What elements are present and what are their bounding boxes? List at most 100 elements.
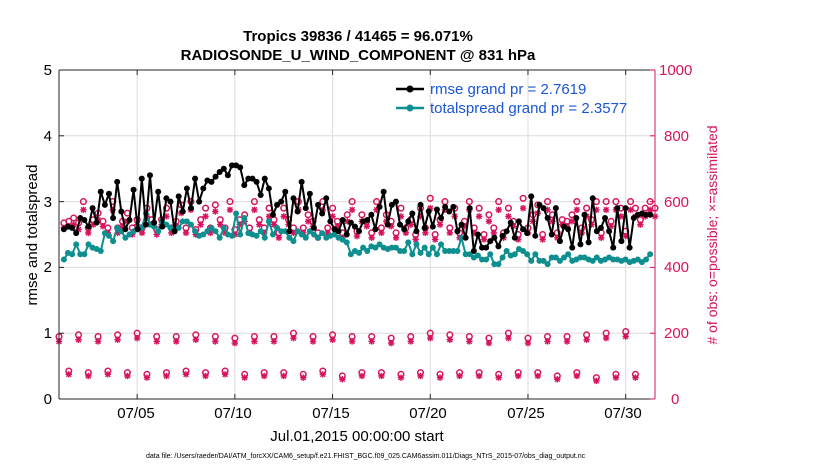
possible-count-point [602,198,610,206]
assimilated-stroke [432,236,439,243]
assimilated-stroke [378,373,385,379]
rmse-point [356,228,363,235]
assimilated-count-point [309,338,317,345]
totalspread-point [483,256,490,263]
rmse-point [376,203,383,210]
totalspread-point [302,234,309,241]
assimilated-stroke [486,340,492,346]
rmse-point [335,228,342,235]
rmse-point [372,226,379,233]
rmse-point [339,217,346,224]
assimilated-stroke [613,374,619,381]
assimilated-count-point [304,218,312,225]
rmse-point [442,203,449,210]
assimilated-count-point [417,372,424,380]
rmse-point [249,175,256,182]
rmse-point [474,231,481,238]
assimilated-count-point [182,229,190,237]
totalspread-point [183,218,190,225]
assimilated-stroke [388,340,395,346]
assimilated-stroke [505,335,512,342]
totalspread-point [376,241,383,248]
rmse-point [577,241,584,248]
y-left-tick-label: 0 [44,391,52,408]
assimilated-count-point [602,206,610,214]
totalspread-point [257,228,264,235]
rmse-point [105,190,112,197]
assimilated-stroke [202,373,209,379]
totalspread-point [261,234,268,241]
rmse-point [97,188,104,195]
assimilated-stroke [393,234,399,241]
rmse-point [93,219,100,226]
totalspread-point [364,247,371,254]
rmse-point [483,244,490,251]
assimilated-stroke [202,213,209,220]
totalspread-point [200,231,207,238]
assimilated-stroke [603,206,610,213]
assimilated-stroke [134,335,141,342]
rmse-point [118,208,125,215]
assimilated-count-point [456,372,463,380]
assimilated-count-point [217,221,224,228]
totalspread-point [204,228,211,235]
rmse-point [491,234,498,241]
assimilated-count-point [290,334,297,342]
rmse-point [417,201,424,208]
rmse-point [290,195,297,202]
rmse-point [274,201,281,208]
assimilated-count-point [637,221,644,228]
totalspread-point [60,256,67,263]
totalspread-point [454,247,461,254]
rmse-point [630,215,637,222]
possible-count-point [329,204,337,212]
rmse-point [602,215,609,222]
totalspread-point [548,254,555,261]
rmse-point [228,162,235,169]
assimilated-stroke [573,206,580,213]
assimilated-stroke [305,218,312,225]
assimilated-stroke [344,218,351,225]
y-right-tick-label: 1000 [659,62,692,79]
totalspread-point [499,254,506,261]
assimilated-stroke [212,338,219,345]
totalspread-point [446,247,453,254]
rmse-point [544,215,551,222]
y-left-axis-label: rmse and totalspread [24,165,41,306]
assimilated-stroke [573,373,580,379]
totalspread-point [216,234,223,241]
y-right-tick-label: 600 [664,194,689,211]
assimilated-stroke [349,206,356,213]
possible-count-point [211,201,219,209]
rmse-point [245,175,252,182]
assimilated-stroke [476,213,483,220]
assimilated-stroke [544,338,551,345]
rmse-point [196,198,203,205]
assimilated-count-point [368,338,375,345]
assimilated-count-point [226,206,234,214]
totalspread-point [401,247,408,254]
totalspread-point [73,241,80,248]
rmse-point [487,238,494,245]
assimilated-stroke [144,374,150,381]
totalspread-point [466,251,473,258]
rmse-point [438,215,445,222]
totalspread-point [405,239,412,246]
rmse-point [540,205,547,212]
totalspread-point [294,228,301,235]
rmse-point [503,228,510,235]
legend-rmse-marker [406,85,414,93]
possible-count-point [343,211,351,219]
rmse-point [409,210,416,217]
rmse-point [392,198,399,205]
assimilated-count-point [173,338,180,345]
assimilated-count-point [392,234,400,241]
assimilated-count-point [251,338,258,345]
assimilated-stroke [412,236,419,243]
assimilated-stroke [75,336,82,343]
totalspread-point [167,224,174,231]
totalspread-point [610,256,617,263]
rmse-point [622,205,629,212]
assimilated-stroke [329,213,336,220]
assimilated-count-point [260,372,268,380]
